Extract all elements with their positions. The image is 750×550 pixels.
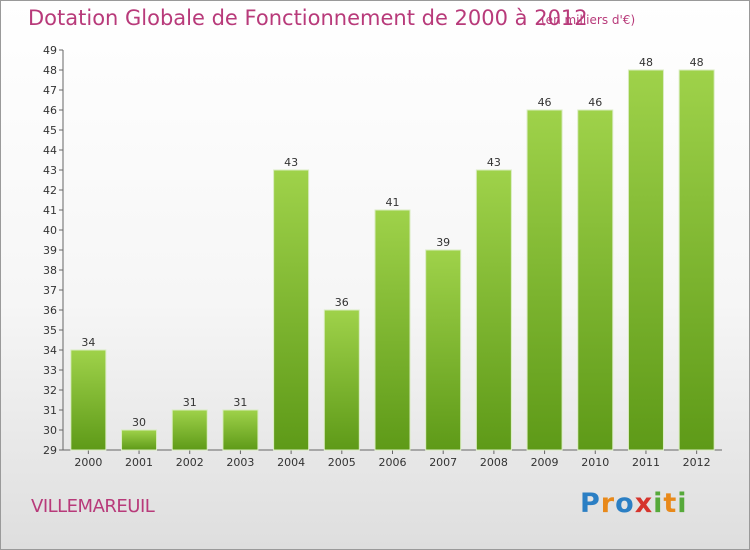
y-tick-label: 46 — [43, 104, 57, 117]
bar — [475, 169, 512, 451]
bar — [121, 429, 158, 451]
x-tick-label: 2005 — [328, 456, 356, 469]
bar — [526, 109, 563, 451]
bar — [374, 209, 411, 451]
x-tick-label: 2012 — [683, 456, 711, 469]
x-tick-label: 2001 — [125, 456, 153, 469]
x-tick-label: 2002 — [176, 456, 204, 469]
x-tick-label: 2009 — [531, 456, 559, 469]
y-tick-label: 45 — [43, 124, 57, 137]
bar-value-label: 39 — [436, 236, 450, 249]
bar-value-label: 48 — [690, 56, 704, 69]
logo-letter: x — [634, 488, 654, 519]
bar-value-label: 48 — [639, 56, 653, 69]
bar — [273, 169, 310, 451]
bar-value-label: 30 — [132, 416, 146, 429]
bar — [577, 109, 614, 451]
bar — [222, 409, 259, 451]
x-tick-label: 2011 — [632, 456, 660, 469]
y-tick-label: 41 — [43, 204, 57, 217]
logo-letter: P — [580, 488, 601, 519]
logo-letter: i — [653, 488, 664, 519]
bar-layer: 34 30 31 31 43 36 41 39 43 46 46 48 48 — [70, 56, 715, 451]
x-tick-label: 2008 — [480, 456, 508, 469]
y-tick-label: 32 — [43, 384, 57, 397]
x-tick-label: 2003 — [226, 456, 254, 469]
x-tick-label: 2007 — [429, 456, 457, 469]
bar-value-label: 46 — [538, 96, 552, 109]
x-tick-label: 2006 — [379, 456, 407, 469]
bar — [323, 309, 360, 451]
logo-letter: r — [600, 488, 616, 519]
bar-value-label: 36 — [335, 296, 349, 309]
y-tick-label: 38 — [43, 264, 57, 277]
bar-value-label: 46 — [588, 96, 602, 109]
bar — [70, 349, 107, 451]
bar-value-label: 41 — [386, 196, 400, 209]
x-tick-label: 2010 — [581, 456, 609, 469]
y-tick-label: 40 — [43, 224, 57, 237]
y-tick-label: 36 — [43, 304, 57, 317]
y-tick-label: 43 — [43, 164, 57, 177]
y-tick-label: 44 — [43, 144, 57, 157]
bar-value-label: 31 — [183, 396, 197, 409]
proxiti-logo[interactable]: Proxiti — [580, 488, 688, 519]
y-tick-label: 33 — [43, 364, 57, 377]
y-tick-label: 35 — [43, 324, 57, 337]
bar — [627, 69, 664, 451]
unit-label: (en milliers d'€) — [541, 13, 636, 27]
y-tick-label: 31 — [43, 404, 57, 417]
y-tick-label: 29 — [43, 444, 57, 457]
bar — [171, 409, 208, 451]
chart-title: Dotation Globale de Fonctionnement de 20… — [28, 6, 588, 30]
commune-name: VILLEMAREUIL — [31, 496, 155, 517]
bar-value-label: 31 — [233, 396, 247, 409]
logo-letter: t — [663, 488, 678, 519]
bar — [678, 69, 715, 451]
bar-value-label: 43 — [284, 156, 298, 169]
logo-letter: o — [615, 488, 635, 519]
bar-value-label: 34 — [81, 336, 95, 349]
y-tick-label: 47 — [43, 84, 57, 97]
y-tick-label: 49 — [43, 44, 57, 57]
y-tick-label: 48 — [43, 64, 57, 77]
y-tick-label: 42 — [43, 184, 57, 197]
y-tick-label: 37 — [43, 284, 57, 297]
logo-letter: i — [677, 488, 688, 519]
bar — [425, 249, 462, 451]
bar-value-label: 43 — [487, 156, 501, 169]
y-tick-label: 39 — [43, 244, 57, 257]
y-tick-label: 30 — [43, 424, 57, 437]
x-tick-label: 2004 — [277, 456, 305, 469]
y-tick-label: 34 — [43, 344, 57, 357]
x-tick-label: 2000 — [74, 456, 102, 469]
